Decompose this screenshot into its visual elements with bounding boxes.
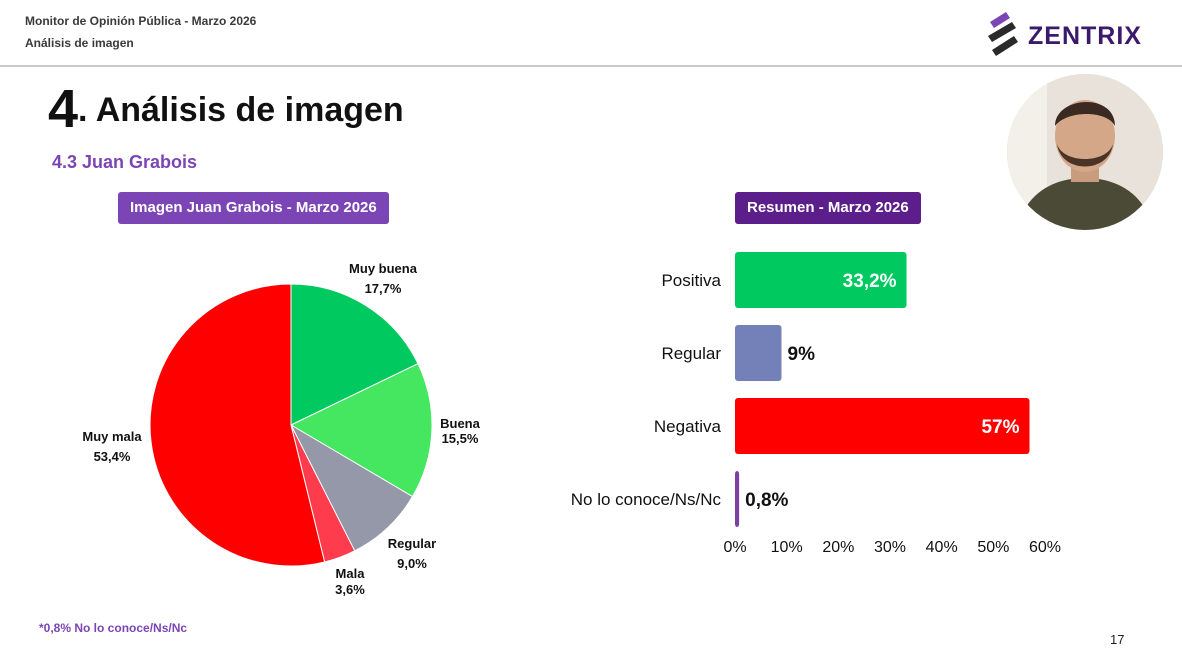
bar xyxy=(735,325,782,381)
x-tick-label: 30% xyxy=(874,539,906,556)
pie-slice xyxy=(289,423,414,552)
bar-category-label: Regular xyxy=(661,344,721,363)
footnote: *0,8% No lo conoce/Ns/Nc xyxy=(39,621,188,635)
section-number: 4 xyxy=(48,79,79,139)
bar-chart-title: Resumen - Marzo 2026 xyxy=(735,192,921,224)
x-tick-label: 40% xyxy=(926,539,958,556)
pie-slice-label: Muy buena xyxy=(349,261,418,276)
section-number-dot: . xyxy=(78,91,88,129)
pie-slice-label: Mala xyxy=(336,566,366,581)
bar xyxy=(735,398,1030,454)
pie-slice-value: 3,6% xyxy=(335,582,365,597)
bar-value-label: 9% xyxy=(788,344,816,365)
pie-slice-value: 15,5% xyxy=(442,431,479,446)
pie-slice xyxy=(149,283,326,567)
page-subtitle: 4.3 Juan Grabois xyxy=(52,152,198,172)
bar-value-label: 0,8% xyxy=(745,490,788,511)
header-divider xyxy=(0,65,1182,67)
pie-slice xyxy=(289,363,433,498)
logo-text: ZENTRIX xyxy=(1028,22,1142,50)
x-tick-label: 20% xyxy=(822,539,854,556)
pie-slice-value: 9,0% xyxy=(397,556,427,571)
page-number: 17 xyxy=(1110,632,1125,647)
x-tick-label: 60% xyxy=(1029,539,1061,556)
brand-logo: ZENTRIX xyxy=(984,10,1162,60)
report-title: Monitor de Opinión Pública - Marzo 2026 xyxy=(25,14,257,28)
bar-category-label: Negativa xyxy=(654,417,722,436)
pie-slice-value: 53,4% xyxy=(94,449,131,464)
bar xyxy=(735,471,740,527)
bar-value-label: 33,2% xyxy=(843,271,897,292)
pie-slice-value: 17,7% xyxy=(365,281,402,296)
x-tick-label: 50% xyxy=(977,539,1009,556)
bar-value-label: 57% xyxy=(981,417,1019,438)
page-title: 4. Análisis de imagen xyxy=(48,78,404,140)
section-title: Análisis de imagen xyxy=(95,91,404,129)
bar-category-label: Positiva xyxy=(661,271,721,290)
pie-slice xyxy=(290,283,419,426)
pie-slice-label: Muy mala xyxy=(82,429,142,444)
x-tick-label: 0% xyxy=(723,539,746,556)
report-section: Análisis de imagen xyxy=(25,36,134,50)
pie-slice-label: Buena xyxy=(440,416,481,431)
pie-chart-title: Imagen Juan Grabois - Marzo 2026 xyxy=(118,192,389,224)
bar xyxy=(735,252,907,308)
pie-slice-label: Regular xyxy=(388,536,436,551)
zentrix-logo-icon xyxy=(988,12,1018,56)
bar-category-label: No lo conoce/Ns/Nc xyxy=(571,490,722,509)
x-tick-label: 10% xyxy=(771,539,803,556)
